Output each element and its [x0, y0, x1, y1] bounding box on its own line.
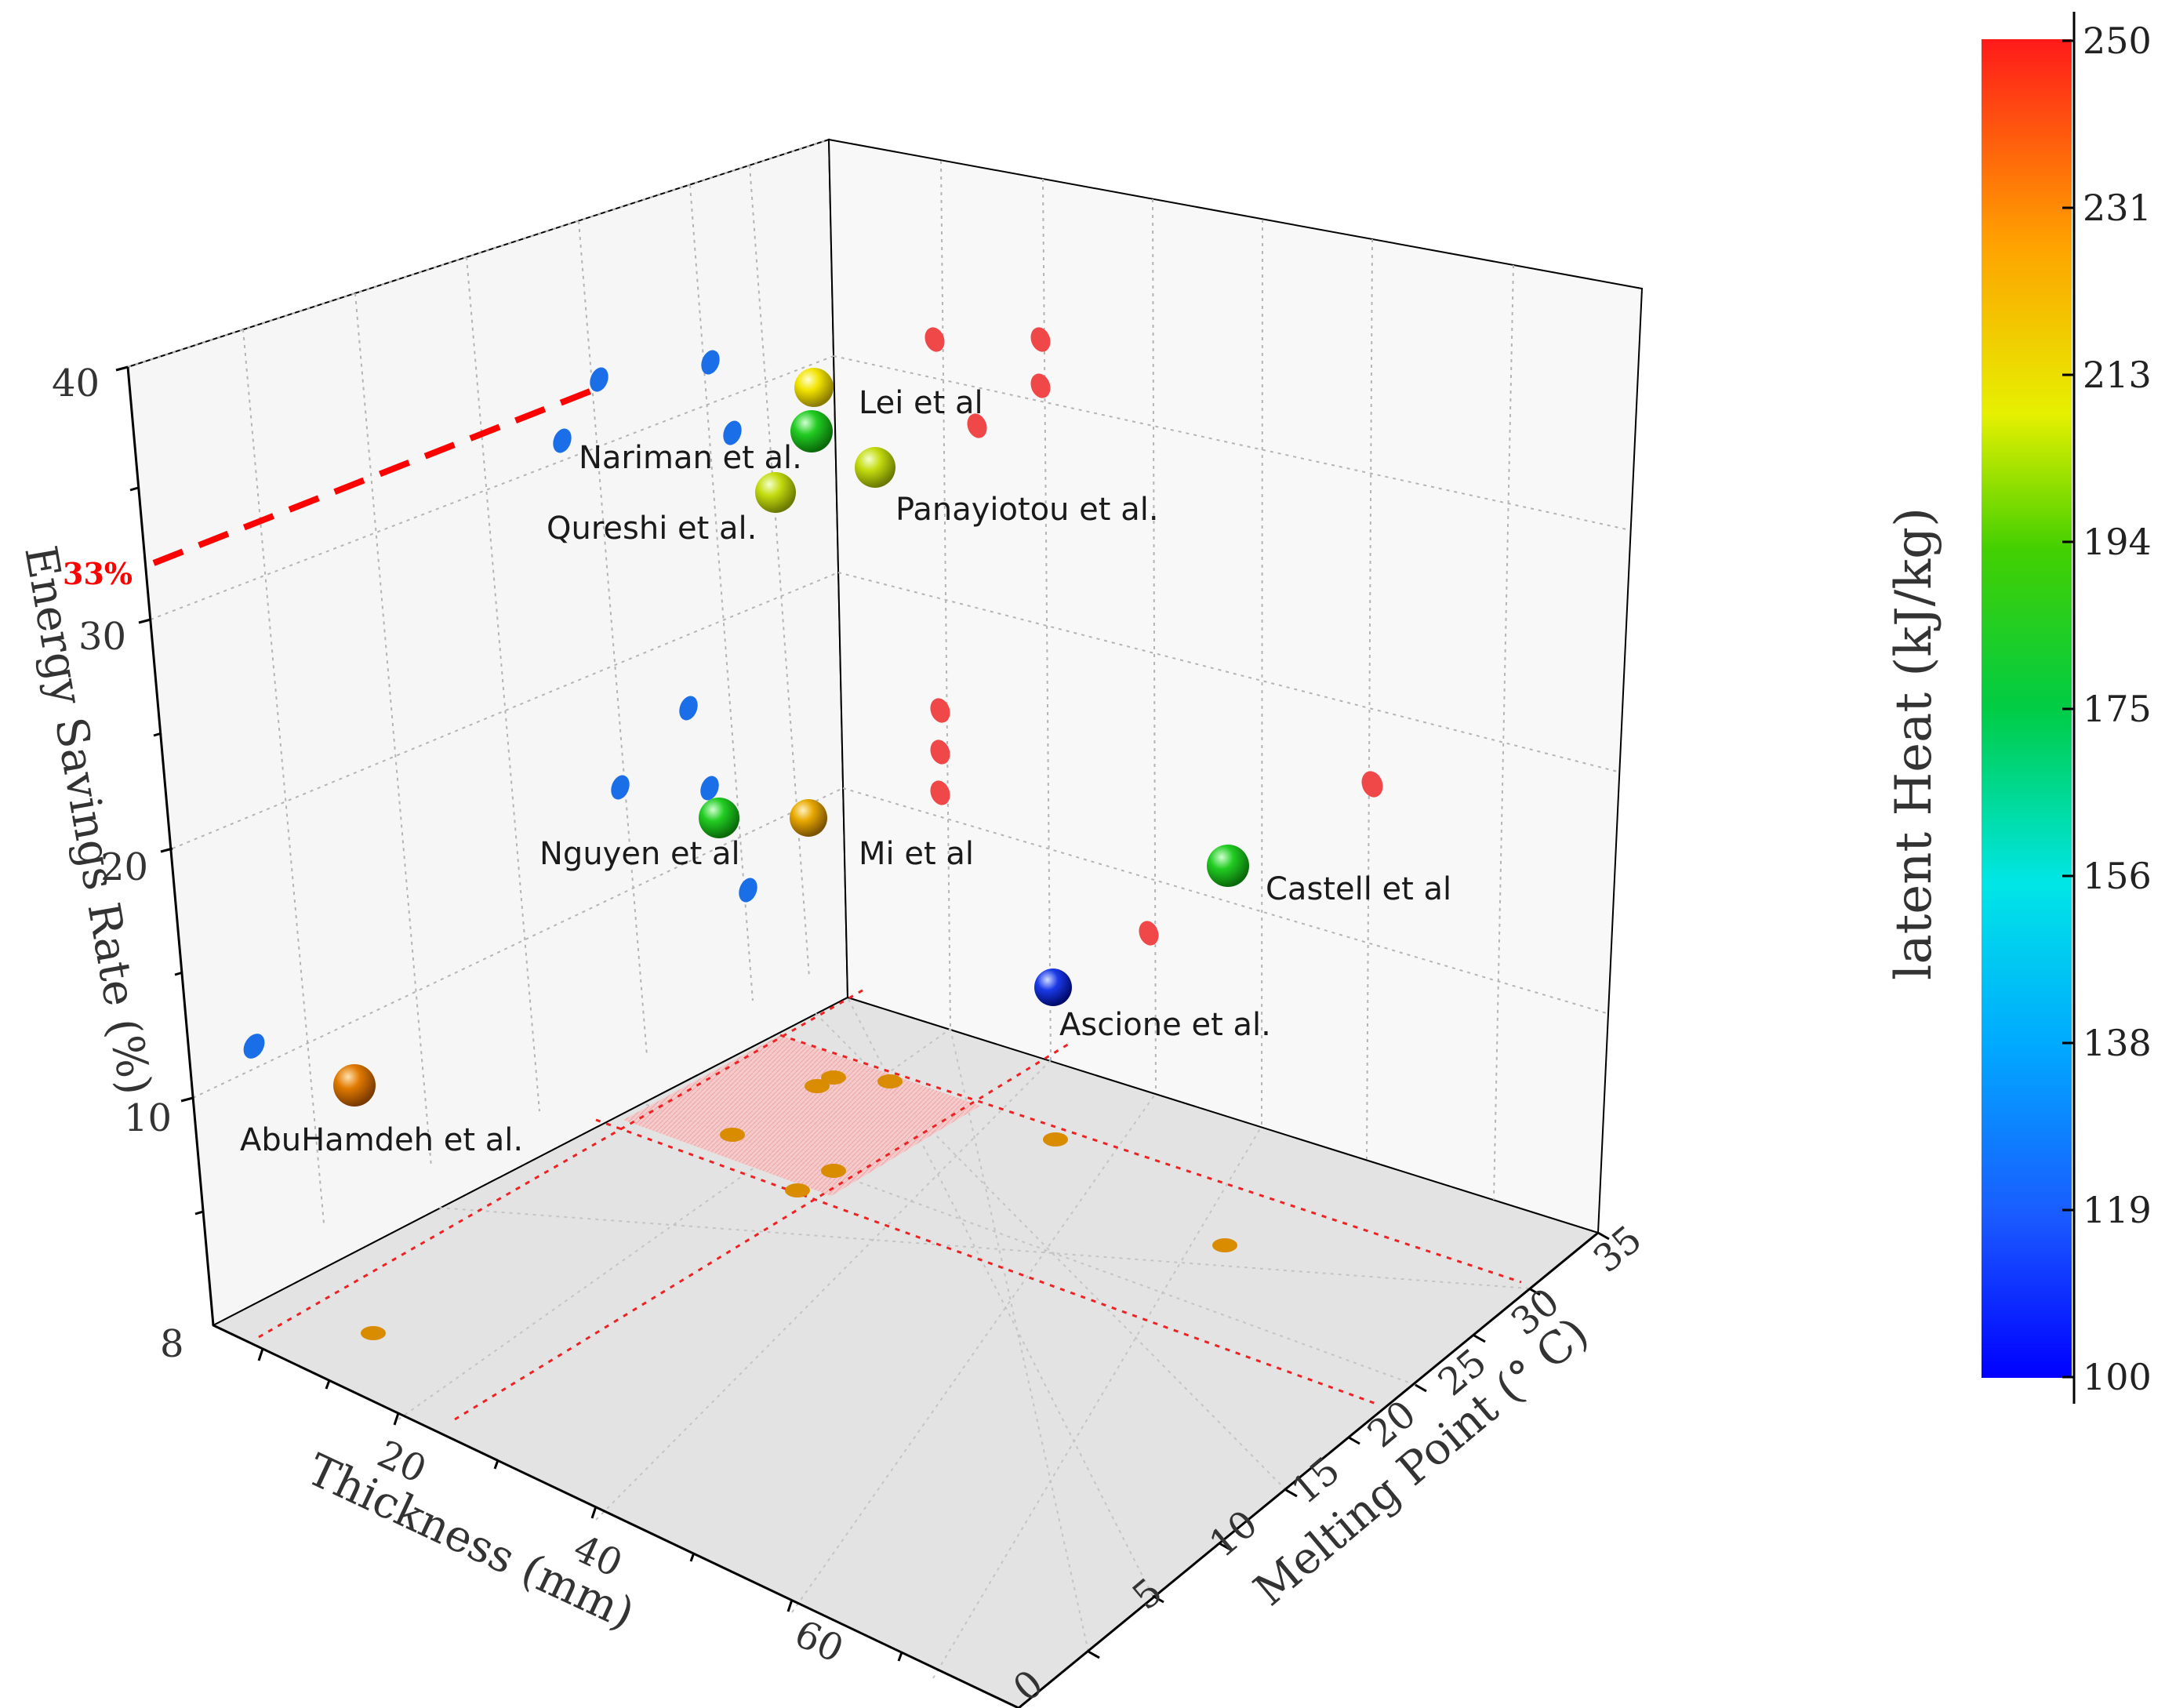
reference-label: 33% — [63, 556, 133, 591]
proj-orange-point — [785, 1183, 810, 1197]
right-wall-grid — [833, 160, 1631, 1201]
floor-guide-lines — [258, 987, 1522, 1421]
label-qureshi: Qureshi et al. — [547, 511, 757, 547]
colorbar: 250 231 213 194 175 156 138 119 100 late… — [1885, 12, 2152, 1404]
proj-blue-point — [701, 350, 720, 375]
z-tick-10: 10 — [124, 1096, 172, 1140]
study-points: Lei et al Nariman et al. Panayiotou et a… — [240, 368, 1451, 1158]
colorbar-title: latent Heat (kJ/kg) — [1885, 507, 1943, 980]
z-tick-40: 40 — [52, 362, 100, 405]
cb-tick-175: 175 — [2083, 688, 2152, 730]
y-axis-ticks — [1019, 1231, 1610, 1708]
proj-blue-point — [553, 428, 572, 453]
proj-red-point — [1139, 921, 1159, 946]
proj-orange-point — [805, 1079, 830, 1093]
point-castell[interactable] — [1207, 845, 1249, 887]
proj-blue-point — [723, 420, 742, 445]
proj-blue-point — [679, 696, 698, 721]
z-axis-ticks — [115, 365, 204, 1216]
cb-tick-213: 213 — [2083, 354, 2152, 396]
cb-tick-194: 194 — [2083, 521, 2152, 563]
point-abuhamdeh[interactable] — [333, 1064, 376, 1107]
point-ascione[interactable] — [1034, 968, 1072, 1006]
point-panayiotou[interactable] — [855, 447, 895, 488]
proj-red-point — [1030, 327, 1051, 352]
proj-blue-point — [700, 776, 719, 801]
point-mi[interactable] — [790, 799, 827, 837]
point-nguyen[interactable] — [699, 798, 739, 838]
label-mi: Mi et al — [859, 836, 974, 872]
proj-orange-point — [1043, 1132, 1068, 1147]
cb-tick-100: 100 — [2083, 1356, 2152, 1398]
colorbar-gradient — [1982, 39, 2072, 1378]
proj-blue-point — [243, 1034, 265, 1059]
origin-label: 8 — [160, 1322, 184, 1366]
proj-red-point — [1030, 373, 1051, 398]
proj-blue-point — [739, 878, 757, 903]
cb-tick-138: 138 — [2083, 1022, 2152, 1064]
label-castell: Castell et al — [1266, 871, 1451, 907]
proj-red-point — [1361, 771, 1383, 798]
proj-red-point — [930, 698, 950, 723]
label-ascione: Ascione et al. — [1059, 1007, 1271, 1043]
proj-orange-point — [821, 1070, 846, 1085]
proj-blue-point — [590, 367, 608, 392]
axis-lines — [126, 366, 1599, 1708]
x-axis-ticks — [257, 1348, 903, 1662]
proj-red-point — [930, 740, 950, 765]
point-qureshi[interactable] — [755, 472, 796, 513]
label-panayiotou: Panayiotou et al. — [895, 492, 1159, 528]
cb-tick-119: 119 — [2083, 1189, 2152, 1231]
proj-orange-point — [821, 1164, 846, 1178]
proj-orange-point — [877, 1074, 903, 1088]
projections-orange — [361, 1070, 1237, 1340]
proj-orange-point — [361, 1326, 386, 1340]
label-lei: Lei et al — [859, 385, 983, 421]
label-abuhamdeh: AbuHamdeh et al. — [240, 1122, 523, 1158]
point-nariman[interactable] — [790, 410, 833, 452]
cb-tick-231: 231 — [2083, 187, 2152, 229]
projections-blue — [243, 350, 757, 1059]
label-nguyen: Nguyen et al — [539, 836, 740, 872]
z-tick-30: 30 — [78, 615, 126, 659]
reference-line-33 — [152, 386, 598, 566]
proj-orange-point — [1212, 1238, 1237, 1252]
proj-orange-point — [720, 1128, 745, 1142]
proj-red-point — [930, 780, 950, 805]
point-lei[interactable] — [794, 368, 834, 407]
left-wall-grid — [127, 139, 844, 1224]
proj-blue-point — [611, 775, 630, 800]
label-nariman: Nariman et al. — [579, 440, 802, 476]
proj-red-point — [967, 413, 987, 438]
proj-red-point — [924, 327, 945, 352]
projections-red — [924, 327, 1383, 946]
cb-tick-250: 250 — [2083, 20, 2152, 62]
cb-tick-156: 156 — [2083, 855, 2152, 897]
z-tick-20: 20 — [100, 845, 148, 889]
